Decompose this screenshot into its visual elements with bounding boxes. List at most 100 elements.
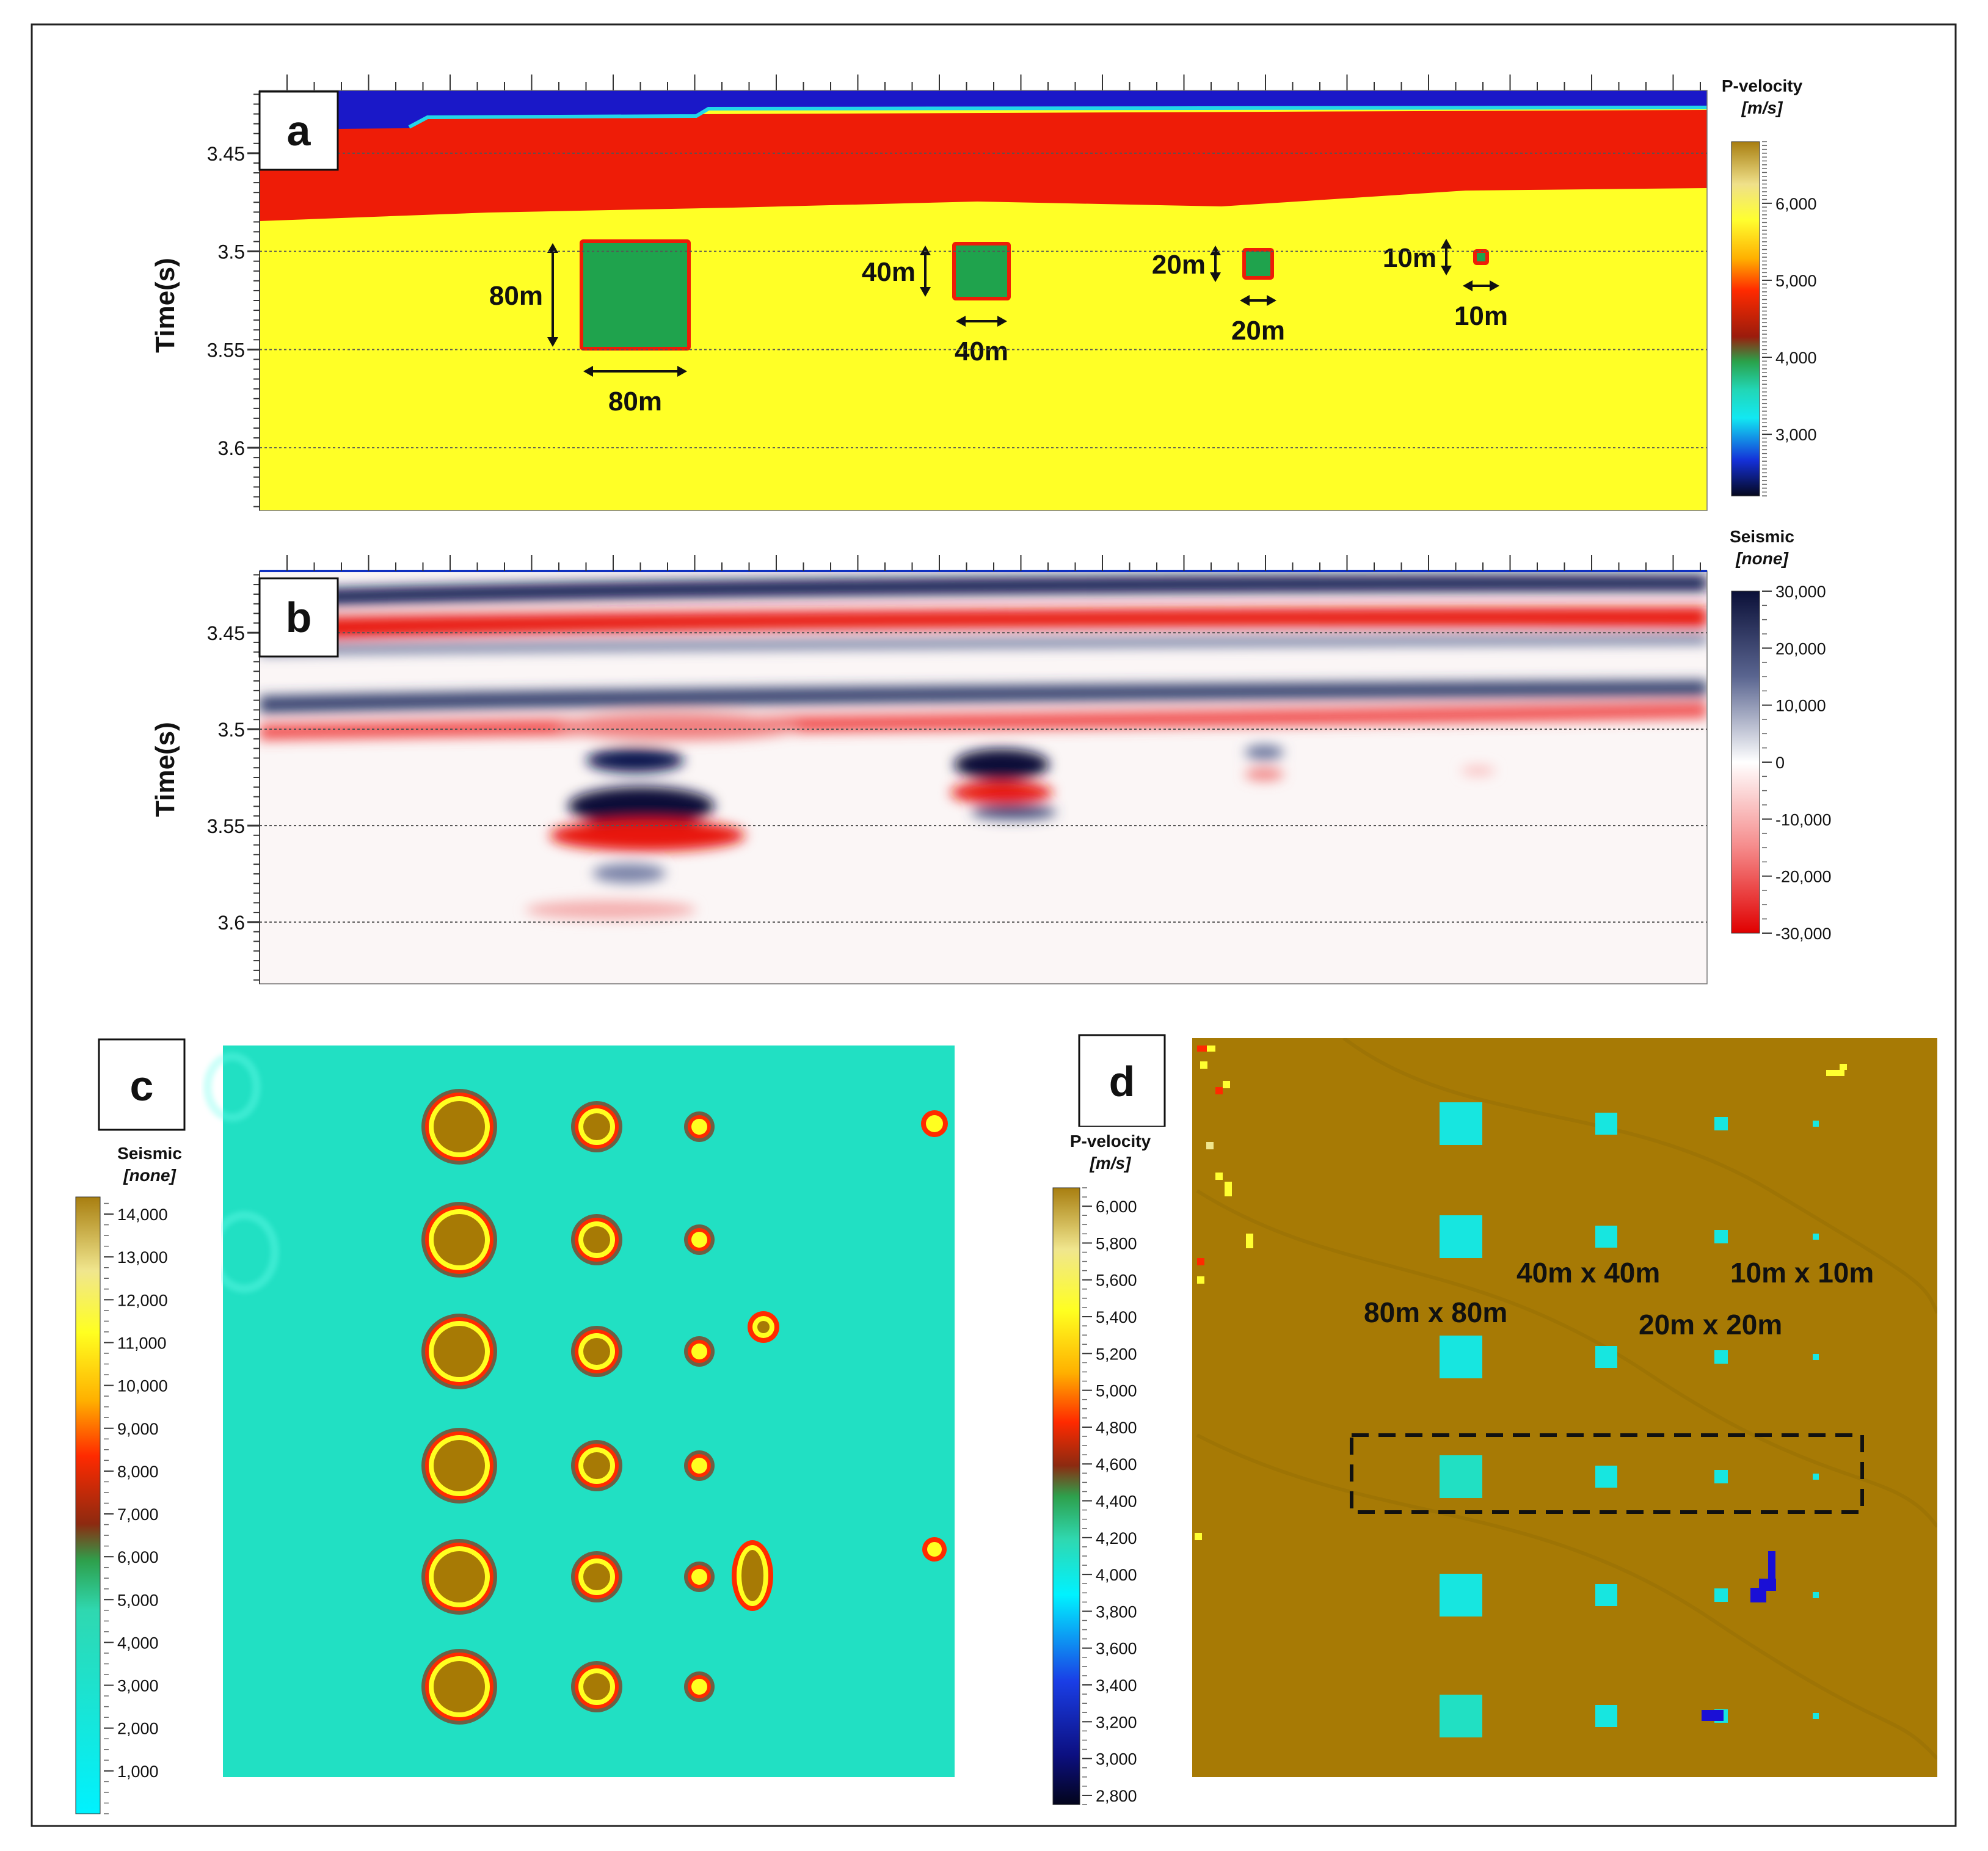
map-background bbox=[1192, 1038, 1937, 1777]
anomaly-40m-blue-lower bbox=[971, 805, 1057, 820]
noise-anomaly bbox=[922, 1537, 947, 1562]
colorbar-tick-label: 3,000 bbox=[1775, 426, 1817, 444]
arrow-head bbox=[920, 287, 931, 297]
colorbar-tick-label: 4,200 bbox=[1096, 1529, 1137, 1547]
colorbar-unit: [m/s] bbox=[1090, 1154, 1132, 1173]
colorbar-tick-label: 6,000 bbox=[117, 1548, 159, 1566]
y-tick-label: 3.6 bbox=[218, 912, 245, 934]
amplitude-anomaly bbox=[684, 1224, 715, 1255]
horizontal-size-label: 20m bbox=[1231, 316, 1285, 346]
amplitude-anomaly bbox=[684, 1336, 715, 1367]
colorbar-tick-label: 3,200 bbox=[1096, 1713, 1137, 1731]
figure-border bbox=[31, 23, 1957, 1827]
anomaly-core bbox=[434, 1440, 485, 1491]
vertical-size-label: 20m bbox=[1152, 250, 1206, 280]
horizontal-size-label: 40m bbox=[955, 336, 1008, 366]
panel-d: 80m x 80m 40m x 40m 20m x 20m 10m x 10m … bbox=[1038, 1034, 1937, 1811]
colorbar-b: Seismic [none] 30,000 20,000 10,000 0 -10,00… bbox=[1730, 527, 1832, 943]
velocity-anomaly bbox=[1595, 1226, 1617, 1248]
colorbar-tick-label: 5,000 bbox=[1096, 1382, 1137, 1400]
colorbar-tick-label: 3,800 bbox=[1096, 1602, 1137, 1621]
arrow-head bbox=[1267, 295, 1276, 306]
anomaly-20m-blue bbox=[1245, 745, 1284, 760]
anomaly-edge bbox=[926, 1115, 943, 1132]
colorbar-tick-label: 30,000 bbox=[1775, 583, 1826, 601]
diffraction-red-80m bbox=[556, 713, 800, 740]
amplitude-anomaly bbox=[684, 1562, 715, 1592]
seafloor-line bbox=[408, 106, 1707, 129]
colorbar-tick-label: 10,000 bbox=[1775, 697, 1826, 715]
colorbar-tick-label: 4,600 bbox=[1096, 1455, 1137, 1474]
y-axis: 3.45 3.5 3.55 3.6 bbox=[207, 90, 260, 511]
map-background bbox=[223, 1046, 955, 1777]
anomaly-10m-red bbox=[1461, 766, 1495, 776]
velocity-anomaly bbox=[1813, 1121, 1819, 1127]
amplitude-anomaly bbox=[571, 1326, 622, 1377]
anomaly-map bbox=[1440, 1102, 1819, 1737]
annotation-40m: 40m x 40m bbox=[1516, 1257, 1660, 1289]
y-gridlines bbox=[260, 632, 1707, 923]
arrow-head bbox=[1441, 239, 1452, 249]
panel-label-box bbox=[258, 577, 339, 658]
colorbar-tick-label: 0 bbox=[1775, 754, 1785, 772]
anomaly-edge bbox=[691, 1679, 707, 1695]
anomaly-core bbox=[583, 1452, 610, 1479]
colorbar-tick-label: 2,000 bbox=[117, 1720, 159, 1738]
anomaly-body bbox=[1246, 252, 1270, 276]
low-velocity-artifacts bbox=[1702, 1551, 1776, 1721]
colorbar-tick-label: 13,000 bbox=[117, 1248, 168, 1267]
noise-pixels bbox=[1195, 1046, 1847, 1540]
highlight-box bbox=[1350, 1433, 1864, 1514]
colorbar-tick-label: 3,400 bbox=[1096, 1676, 1137, 1695]
amplitude-anomaly bbox=[421, 1202, 497, 1278]
colorbar-tick-label: 1,000 bbox=[117, 1762, 159, 1781]
colorbar-tick-label: 6,000 bbox=[1775, 195, 1817, 213]
colorbar-tick-label: -30,000 bbox=[1775, 925, 1832, 943]
colorbar-a: P-velocity [m/s] 6,000 5,000 4,000 3,000 bbox=[1722, 76, 1817, 496]
colorbar-tick-label: 10,000 bbox=[117, 1377, 168, 1395]
velocity-anomaly bbox=[1440, 1102, 1482, 1145]
amplitude-anomaly bbox=[571, 1101, 622, 1152]
velocity-anomaly bbox=[1714, 1117, 1728, 1130]
colorbar-tick-label: 20,000 bbox=[1775, 639, 1826, 658]
velocity-anomaly bbox=[1714, 1470, 1728, 1483]
colorbar-tick-label: 4,400 bbox=[1096, 1493, 1137, 1511]
arrow-head bbox=[547, 243, 558, 253]
colorbar-unit: [none] bbox=[123, 1166, 177, 1185]
amplitude-anomaly bbox=[421, 1428, 497, 1504]
vertical-size-label: 80m bbox=[489, 281, 543, 311]
colorbar-ramp bbox=[1731, 141, 1760, 496]
anomaly-40m-red bbox=[950, 782, 1053, 804]
amplitude-anomaly bbox=[421, 1089, 497, 1165]
velocity-anomaly bbox=[1595, 1346, 1617, 1368]
top-ticks bbox=[286, 75, 1701, 90]
anomaly-edge bbox=[691, 1232, 707, 1248]
colorbar-tick-label: 6,000 bbox=[1096, 1198, 1137, 1216]
panel-label-c: c bbox=[130, 1062, 154, 1110]
anomaly-40m: 40m 40m bbox=[862, 242, 1011, 366]
anomaly-edge bbox=[691, 1458, 707, 1474]
water-layer bbox=[260, 90, 1707, 129]
colorbar-tick-label: 4,000 bbox=[1096, 1566, 1137, 1584]
velocity-anomaly bbox=[1714, 1350, 1728, 1364]
panel-c: c Seismic [none] 14,000 13,000 12,000 11,00… bbox=[61, 1038, 955, 1814]
noise-anomaly bbox=[748, 1311, 779, 1343]
y-axis-label: Time(s) bbox=[150, 258, 180, 353]
amplitude-anomaly bbox=[571, 1551, 622, 1602]
noise-anomaly bbox=[921, 1110, 948, 1137]
y-gridlines bbox=[260, 152, 1707, 449]
anomaly-core bbox=[583, 1673, 610, 1700]
horizontal-size-label: 80m bbox=[608, 387, 662, 416]
velocity-anomaly bbox=[1595, 1113, 1617, 1135]
anomaly-core bbox=[434, 1214, 485, 1265]
amplitude-anomaly bbox=[571, 1214, 622, 1265]
anomaly-edge bbox=[691, 1344, 707, 1359]
anomaly-core bbox=[434, 1661, 485, 1712]
anomaly-core bbox=[583, 1113, 610, 1140]
arrow-head bbox=[583, 366, 593, 377]
anomaly-10m: 10m 10m bbox=[1383, 239, 1508, 331]
colorbar-tick-label: 4,800 bbox=[1096, 1419, 1137, 1437]
velocity-anomaly bbox=[1440, 1215, 1482, 1258]
arrow-head bbox=[1441, 266, 1452, 275]
velocity-anomaly bbox=[1440, 1336, 1482, 1378]
